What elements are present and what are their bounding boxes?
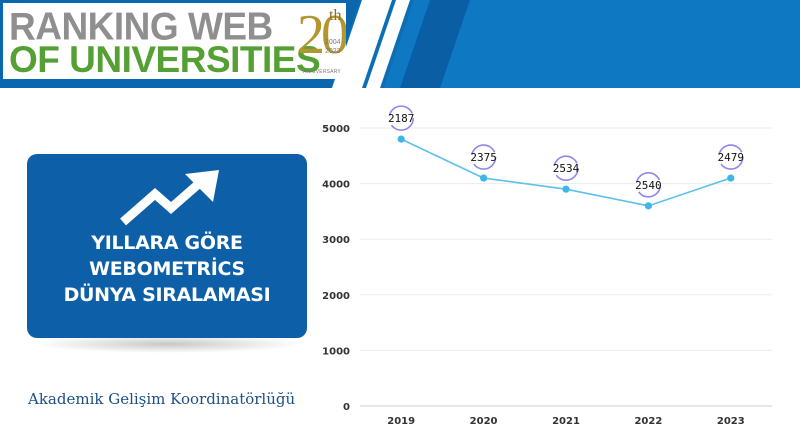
- data-label-badge: [470, 144, 497, 170]
- y-tick-label: 1000: [322, 346, 350, 357]
- y-tick-label: 4000: [322, 180, 350, 191]
- ranking-line-chart: 0 1000 2000 3000 4000 5000 2019 2020 2021 2022 202…: [322, 105, 772, 427]
- x-tick-label: 2021: [552, 416, 580, 427]
- y-tick-label: 3000: [322, 235, 350, 246]
- anniversary-number: 20: [297, 4, 346, 66]
- data-point: [727, 174, 735, 182]
- organization-name: Akademik Gelişim Koordinatörlüğü: [28, 390, 296, 408]
- data-label: 2375: [470, 151, 497, 164]
- data-label: 2534: [553, 162, 580, 175]
- card-shadow: [33, 335, 303, 353]
- data-label: 2540: [635, 179, 662, 192]
- card-title: YILLARA GÖRE WEBOMETRİCS DÜNYA SIRALAMAS…: [27, 230, 307, 308]
- anniversary-suffix: th: [329, 7, 342, 24]
- x-tick-label: 2019: [387, 416, 415, 427]
- logo-line2: OF UNIVERSITIES: [9, 39, 321, 79]
- data-point: [397, 135, 405, 143]
- data-label-badge: [635, 172, 662, 198]
- card-title-line1: YILLARA GÖRE: [91, 232, 243, 254]
- y-tick-label: 5000: [322, 124, 350, 135]
- data-label: 2479: [718, 151, 745, 164]
- anniversary-year-start: 2004: [325, 39, 341, 46]
- y-tick-label: 0: [343, 402, 350, 413]
- x-tick-label: 2020: [470, 416, 498, 427]
- card-title-line3: DÜNYA SIRALAMASI: [63, 284, 271, 306]
- header-bar: RANKING WEB OF UNIVERSITIES 20 th 2004 2…: [0, 0, 800, 88]
- anniversary-word: ANNIVERSARY: [303, 69, 341, 75]
- data-point: [480, 174, 488, 182]
- data-point: [644, 202, 652, 210]
- logo-line1: RANKING WEB: [9, 5, 273, 49]
- ranking-web-logo: RANKING WEB OF UNIVERSITIES 20 th 2004 2…: [3, 3, 346, 79]
- data-label-badge: [717, 144, 744, 170]
- x-tick-label: 2022: [634, 416, 662, 427]
- data-label-badge: [553, 155, 579, 181]
- title-card: YILLARA GÖRE WEBOMETRİCS DÜNYA SIRALAMAS…: [27, 154, 307, 338]
- anniversary-year-end: 2023: [325, 48, 341, 55]
- data-label: 2187: [388, 112, 415, 125]
- x-tick-label: 2023: [717, 416, 745, 427]
- y-tick-label: 2000: [322, 291, 350, 302]
- card-title-line2: WEBOMETRİCS: [89, 258, 245, 280]
- trend-up-arrow-icon: [120, 170, 219, 226]
- data-point: [562, 185, 570, 193]
- data-label-badge: [388, 105, 414, 131]
